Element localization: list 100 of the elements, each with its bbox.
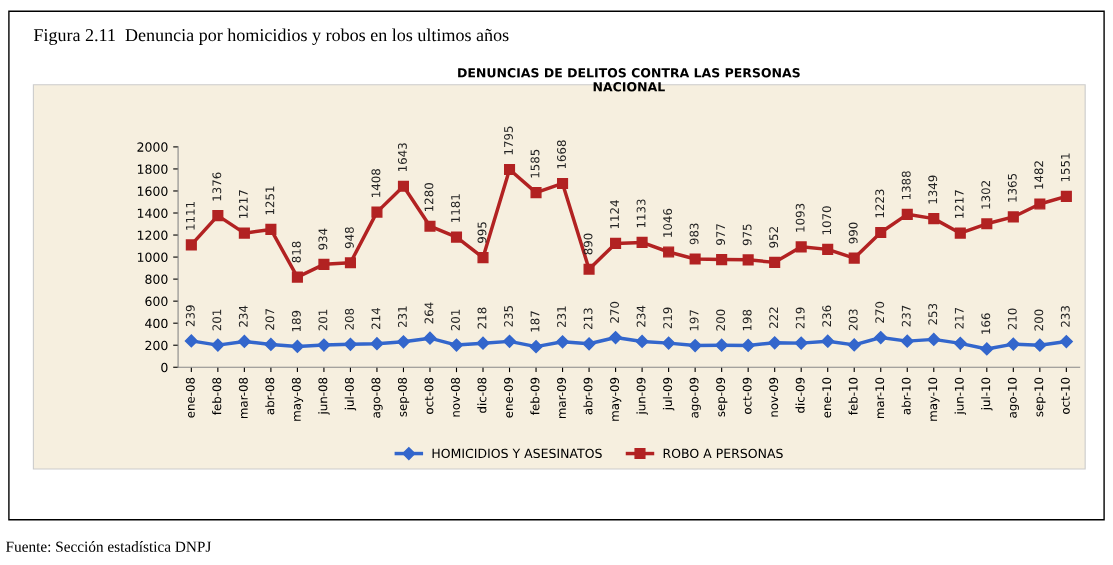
point [449,338,464,352]
data-label: 270 [610,301,620,323]
point [662,336,676,350]
y-tick-label: 1800 [137,164,168,174]
point [794,336,808,350]
x-tick-label: jul-09 [662,377,675,411]
x-tick-label: feb-09 [530,377,540,415]
point [503,163,516,176]
data-label: 1551 [1061,153,1070,182]
point [265,223,277,235]
x-tick-label: abr-08 [265,377,275,415]
x-tick-label: abr-09 [583,377,593,415]
point [184,334,198,348]
data-label: 818 [291,241,301,263]
point [317,338,331,352]
point [847,338,861,352]
point [583,263,595,275]
data-label: 197 [689,310,699,331]
point [636,236,648,248]
point [981,218,993,230]
x-tick-label: sep-09 [716,377,728,417]
point [821,334,835,348]
data-label: 264 [424,302,434,324]
point [423,331,437,345]
data-label: 234 [636,305,646,327]
y-tick-label: 200 [145,340,168,351]
x-tick-label: nov-08 [450,377,460,417]
x-tick-label: oct-09 [742,377,752,414]
data-label: 1585 [530,149,540,178]
chart-title: DENUNCIAS DE DELITOS CONTRA LAS PERSONAS NACIONAL [458,68,800,92]
data-label: 217 [954,307,964,329]
x-tick-label: may-10 [928,377,940,421]
y-tick-label: 0 [161,362,168,373]
data-label: 201 [450,309,460,331]
point [795,241,807,253]
y-tick-label: 800 [145,274,168,285]
point [716,254,728,266]
data-label: 214 [371,307,381,329]
data-label: 1408 [371,169,381,197]
data-label: 1376 [212,172,222,201]
y-tick-label: 1400 [137,208,168,218]
point [742,254,754,266]
point [1034,198,1046,210]
data-label: 1181 [450,194,460,222]
point [1059,334,1073,349]
data-label: 231 [557,306,566,328]
x-tick-label: mar-08 [238,377,248,419]
point [238,227,250,239]
point [212,210,224,222]
point [954,227,966,239]
data-label: 187 [530,311,540,332]
y-tick-label: 2000 [137,142,168,152]
x-tick-label: mar-09 [557,377,566,419]
point [663,246,675,258]
data-label: 1111 [185,202,195,230]
data-label: 948 [344,227,354,249]
point [370,337,384,351]
data-label: 219 [795,307,805,329]
data-label: 1482 [1034,161,1044,189]
x-tick-label: abr-10 [901,377,911,415]
point [822,243,834,255]
point [1007,211,1019,223]
x-tick-label: sep-10 [1034,377,1046,417]
data-label: 236 [822,305,832,327]
x-tick-label: may-09 [610,377,622,421]
x-tick-label: ago-09 [689,377,701,418]
text: Figura 2.11 Denuncia por homicidios y robos en los ultimos años [33,28,509,45]
y-tick-label: 600 [145,296,168,307]
data-label: 189 [291,310,301,332]
x-tick-label: jun-09 [636,377,648,415]
x-tick-label: ene-08 [185,377,195,418]
point [875,226,887,239]
data-label: 1133 [636,199,646,228]
point [901,208,913,220]
data-label: 210 [1007,308,1017,330]
data-label: 1280 [424,183,434,212]
point [343,337,358,351]
point [450,231,463,243]
data-label: 222 [769,307,778,329]
data-label: 890 [583,233,593,255]
point [477,252,489,264]
data-label: 233 [1060,306,1070,327]
point [424,220,436,232]
point [397,180,410,192]
point [608,330,623,345]
x-tick-label: ago-10 [1007,377,1020,418]
data-label: 1388 [901,171,911,200]
data-label: 995 [477,222,487,243]
point [741,338,755,353]
x-tick-label: ene-09 [504,377,513,418]
data-label: 1643 [397,143,407,172]
x-tick-label: oct-10 [1060,377,1070,414]
x-tick-label: jul-10 [981,377,993,411]
x-tick-label: may-08 [291,377,304,421]
point [1006,337,1020,351]
point [291,271,303,283]
point [582,337,596,351]
point [689,253,701,265]
data-label: 201 [212,309,222,331]
data-label: 253 [928,303,938,325]
